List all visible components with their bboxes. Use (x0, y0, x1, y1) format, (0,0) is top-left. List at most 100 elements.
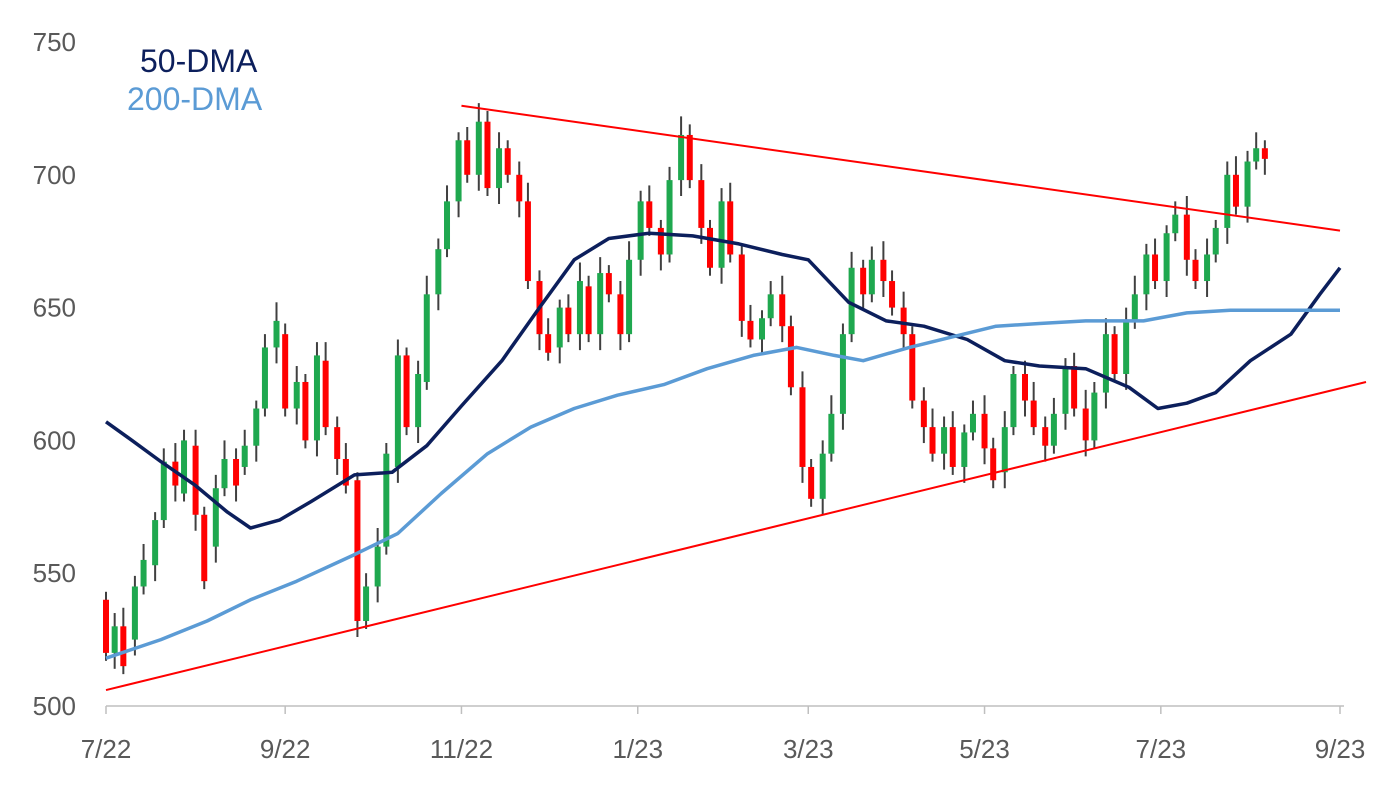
candle-body (860, 267, 867, 295)
x-tick-label: 7/23 (1136, 734, 1187, 764)
candle-body (657, 227, 664, 255)
candle-body (848, 267, 855, 335)
x-axis (105, 705, 1344, 714)
candle-body (1244, 161, 1251, 207)
candle-body (1183, 214, 1190, 260)
candle-body (1021, 374, 1028, 401)
candle-body (201, 514, 208, 582)
x-tick-label: 9/22 (260, 734, 311, 764)
candle-body (637, 201, 644, 260)
candle-body (313, 355, 320, 441)
candle-body (706, 227, 713, 268)
candle-body (909, 334, 916, 401)
candle-body (839, 334, 846, 414)
candle-body (140, 559, 147, 587)
candle-body (556, 307, 563, 348)
dma200-line (105, 308, 1340, 660)
candle-body (718, 201, 725, 268)
candle-body (747, 320, 754, 340)
candle-body (1123, 320, 1130, 374)
x-tick-label: 9/23 (1315, 734, 1366, 764)
candle-body (819, 453, 826, 499)
candle-body (181, 440, 188, 494)
candle-body (394, 355, 401, 467)
candle-body (698, 180, 705, 228)
candle-body (435, 249, 442, 295)
x-tick-label: 7/22 (81, 734, 132, 764)
support-trendline (105, 380, 1367, 692)
candle-body (1232, 174, 1239, 207)
candle-body (626, 259, 633, 335)
y-tick-label: 500 (33, 691, 76, 721)
candle-body (423, 294, 430, 382)
candle-body (504, 148, 511, 175)
candle-body (374, 546, 381, 587)
candle-body (403, 355, 410, 428)
legend-50dma-label: 50-DMA (140, 43, 258, 79)
candle-body (212, 488, 219, 547)
candle-body (727, 201, 734, 255)
candle-body (949, 427, 956, 467)
candle-body (565, 307, 572, 335)
candle-body (516, 174, 523, 202)
candle-body (363, 586, 370, 622)
resistance-trendline (461, 104, 1341, 232)
candle-body (799, 387, 806, 467)
moving-average-layer (104, 231, 1342, 660)
candle-body (1192, 259, 1199, 282)
candle-body (1091, 392, 1098, 441)
candle-body (605, 273, 612, 295)
candle-body (160, 461, 167, 521)
candle-body (767, 294, 774, 319)
candle-body (273, 320, 280, 348)
candle-body (545, 334, 552, 353)
candle-body (241, 445, 248, 467)
candlestick-layer (103, 103, 1268, 675)
candle-body (969, 413, 976, 433)
candle-body (464, 140, 471, 175)
candle-body (475, 121, 482, 175)
candle-body (342, 458, 349, 486)
candle-body (880, 259, 887, 282)
candle-body (1071, 366, 1078, 409)
candle-body (1172, 214, 1179, 234)
candle-body (900, 307, 907, 335)
candle-body (1102, 334, 1109, 393)
candle-body (261, 347, 268, 409)
candle-body (282, 334, 289, 409)
candle-body (779, 294, 786, 327)
candle-body (1082, 408, 1089, 441)
dma50-line (104, 231, 1342, 530)
y-tick-label: 550 (33, 558, 76, 588)
y-tick-label: 750 (33, 27, 76, 57)
candle-body (1143, 254, 1150, 295)
candle-body (415, 374, 422, 428)
candle-body (233, 458, 240, 486)
candle-body (646, 201, 653, 228)
candle-body (961, 432, 968, 467)
candle-body (981, 413, 988, 449)
candle-body (1131, 294, 1138, 321)
y-axis: 500 550 600 650 700 750 (33, 27, 76, 721)
candle-body (889, 281, 896, 308)
candle-body (1224, 174, 1231, 228)
candle-body (111, 626, 118, 653)
candle-body (1212, 227, 1219, 255)
candle-body (383, 453, 390, 547)
y-tick-label: 650 (33, 293, 76, 323)
candle-body (524, 201, 531, 282)
candle-body (192, 445, 199, 515)
candle-body (787, 326, 794, 388)
candle-body (221, 458, 228, 489)
legend: 50-DMA 200-DMA (127, 43, 263, 117)
candle-body (576, 281, 583, 335)
candle-body (759, 318, 766, 340)
candle-body (444, 201, 451, 250)
candle-body (1062, 366, 1069, 414)
candle-body (484, 121, 491, 189)
candle-body (354, 480, 361, 622)
x-tick-label: 3/23 (783, 734, 834, 764)
trendline-layer (105, 104, 1367, 692)
candle-body (920, 400, 927, 428)
